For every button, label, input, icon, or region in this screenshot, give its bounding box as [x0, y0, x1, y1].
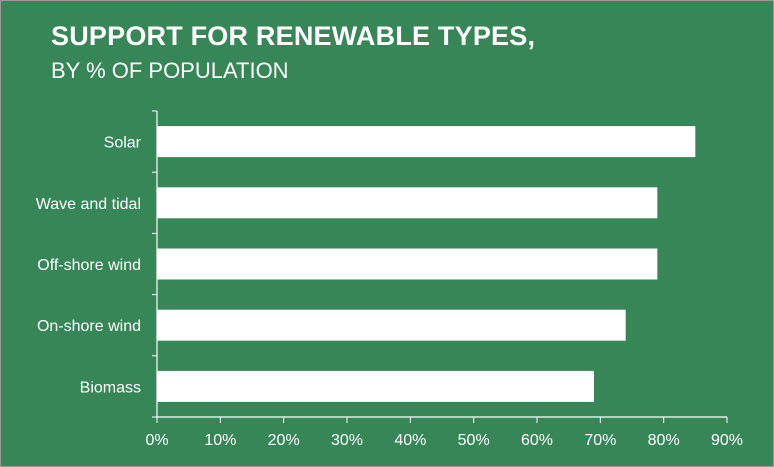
x-tick-label: 60% — [521, 432, 553, 449]
x-tick-label: 30% — [331, 432, 363, 449]
chart-subtitle: BY % OF POPULATION — [51, 58, 289, 83]
category-label: Solar — [104, 135, 142, 152]
x-tick-label: 10% — [204, 432, 236, 449]
x-tick-label: 50% — [458, 432, 490, 449]
x-tick-label: 20% — [268, 432, 300, 449]
x-tick-label: 40% — [394, 432, 426, 449]
bar-wave-and-tidal — [157, 187, 658, 219]
x-tick-label: 80% — [648, 432, 680, 449]
category-label: Off-shore wind — [37, 257, 141, 274]
bar-biomass — [157, 370, 594, 402]
category-label: Wave and tidal — [36, 196, 141, 213]
x-tick-label: 90% — [711, 432, 743, 449]
bar-off-shore-wind — [157, 248, 658, 280]
x-tick-label: 70% — [584, 432, 616, 449]
x-tick-label: 0% — [145, 432, 168, 449]
category-label: Biomass — [80, 379, 141, 396]
bar-on-shore-wind — [157, 309, 626, 341]
category-label: On-shore wind — [37, 318, 141, 335]
chart-title: SUPPORT FOR RENEWABLE TYPES, — [51, 21, 536, 51]
bar-solar — [157, 126, 696, 158]
